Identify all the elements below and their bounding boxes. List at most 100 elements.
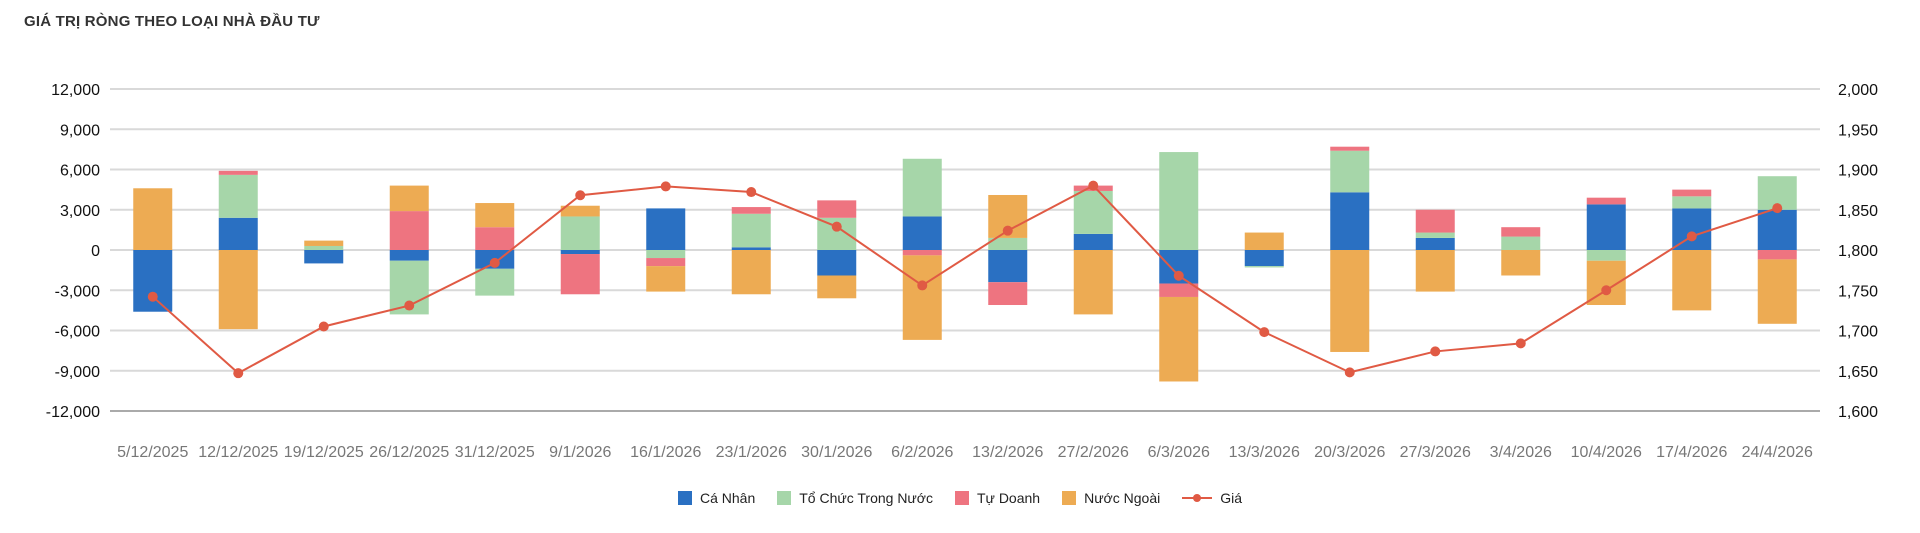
price-point [233, 368, 244, 379]
price-point [831, 221, 842, 232]
x-tick-label: 3/4/2026 [1490, 444, 1552, 461]
price-point [660, 181, 671, 192]
legend-label: Tổ Chức Trong Nước [799, 490, 933, 506]
legend-swatch [777, 491, 792, 505]
bar-segment [902, 255, 942, 340]
bar-segment [646, 208, 686, 250]
legend-item: Giá [1182, 490, 1242, 506]
legend-item: Tự Doanh [955, 490, 1040, 506]
y-right-tick-label: 1,800 [1838, 243, 1878, 260]
legend-item: Nước Ngoài [1062, 490, 1160, 506]
bar-segment [1330, 146, 1370, 151]
y-left-tick-label: -3,000 [55, 283, 100, 300]
price-point [746, 187, 757, 198]
legend-label: Giá [1220, 490, 1243, 506]
bar-segment [1672, 208, 1712, 250]
x-tick-label: 23/1/2026 [716, 444, 787, 461]
bar-segment [1244, 250, 1284, 267]
bar-segment [1501, 250, 1541, 276]
x-tick-label: 20/3/2026 [1314, 444, 1385, 461]
legend-label: Cá Nhân [699, 490, 756, 506]
y-right-tick-label: 1,950 [1838, 122, 1878, 139]
bar-segment [475, 203, 515, 228]
price-point [1686, 231, 1697, 242]
bar-segment [1672, 189, 1712, 197]
bar-segment [1586, 250, 1626, 261]
chart-title: GIÁ TRỊ RÒNG THEO LOẠI NHÀ ĐẦU TƯ [24, 13, 320, 30]
x-tick-label: 16/1/2026 [630, 444, 701, 461]
bar-segment [817, 200, 857, 218]
y-right-tick-label: 1,650 [1838, 364, 1878, 381]
bar-segment [902, 216, 942, 250]
bar-segment [988, 250, 1028, 283]
bar-segment [1586, 197, 1626, 205]
x-tick-label: 6/2/2026 [891, 444, 953, 461]
bar-segment [646, 258, 686, 267]
price-point [917, 280, 928, 291]
bar-segment [218, 217, 258, 250]
x-tick-label: 27/3/2026 [1400, 444, 1471, 461]
bar-segment [475, 227, 515, 250]
bar-segment [389, 185, 429, 212]
bar-segment [1501, 236, 1541, 250]
x-tick-label: 13/2/2026 [972, 444, 1043, 461]
y-left-tick-label: 12,000 [51, 82, 100, 99]
legend-label: Tự Doanh [977, 490, 1041, 506]
price-point [1002, 225, 1013, 236]
price-point [1515, 338, 1526, 349]
bar-segment [389, 250, 429, 261]
y-left-tick-label: 0 [91, 243, 100, 260]
bar-segment [560, 254, 600, 295]
bar-segment [1757, 209, 1797, 250]
bar-segment [988, 237, 1028, 250]
bar-segment [1757, 250, 1797, 260]
bar-segment [1159, 283, 1199, 297]
y-right-tick-label: 1,700 [1838, 324, 1878, 341]
legend-label: Nước Ngoài [1084, 490, 1161, 506]
x-tick-label: 6/3/2026 [1148, 444, 1210, 461]
y-right-tick-label: 2,000 [1838, 82, 1878, 99]
bar-segment [731, 250, 771, 295]
y-left-tick-label: -6,000 [55, 324, 100, 341]
y-right-tick-label: 1,600 [1838, 404, 1878, 421]
bar-segment [304, 240, 344, 246]
bar-segment [218, 170, 258, 175]
price-point [1173, 270, 1184, 281]
bar-segment [1330, 192, 1370, 250]
x-tick-label: 30/1/2026 [801, 444, 872, 461]
bar-segment [389, 211, 429, 250]
bar-segment [133, 188, 173, 250]
legend-swatch [677, 491, 692, 505]
bar-segment [304, 245, 344, 250]
chart-area: -12,000 -9,000 -6,000 -3,000 0 3,000 6,000 9,00… [46, 82, 1878, 461]
bar-segment [1501, 227, 1541, 237]
x-tick-label: 19/12/2025 [284, 444, 364, 461]
price-point [489, 257, 500, 268]
bar-segment [1415, 237, 1455, 250]
legend-swatch [955, 491, 969, 505]
bar-segment [475, 268, 515, 296]
legend-swatch [1182, 491, 1213, 505]
bar-segment [1159, 296, 1199, 382]
bar-segment [817, 250, 857, 276]
bar-segment [1159, 152, 1199, 250]
bar-segment [1073, 233, 1113, 250]
bar-segment [1672, 196, 1712, 209]
x-tick-label: 12/12/2025 [198, 444, 278, 461]
x-tick-label: 26/12/2025 [369, 444, 449, 461]
legend-swatch [1062, 491, 1077, 505]
price-point [147, 291, 158, 302]
bar-segment [731, 213, 771, 248]
bar-segment [902, 250, 942, 256]
bar-segment [1672, 250, 1712, 311]
bar-segment [731, 207, 771, 214]
bar-segment [560, 216, 600, 250]
x-tick-label: 31/12/2025 [455, 444, 535, 461]
bar-segment [1415, 209, 1455, 233]
bar-segment [560, 250, 600, 255]
legend-item: Tổ Chức Trong Nước [777, 490, 933, 506]
bar-segment [646, 266, 686, 292]
price-point [404, 300, 415, 311]
bar-segment [731, 247, 771, 250]
bar-segment [1330, 250, 1370, 352]
